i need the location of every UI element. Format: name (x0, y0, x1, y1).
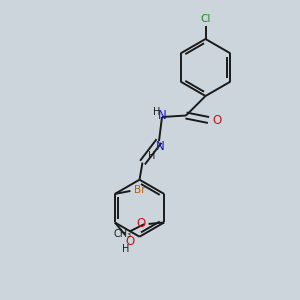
Text: O: O (136, 218, 146, 230)
Text: N: N (156, 140, 165, 153)
Text: H: H (153, 106, 160, 117)
Text: Cl: Cl (200, 14, 211, 25)
Text: O: O (125, 236, 134, 248)
Text: N: N (158, 109, 167, 122)
Text: H: H (148, 151, 155, 161)
Text: Br: Br (134, 185, 145, 195)
Text: O: O (212, 113, 221, 127)
Text: H: H (122, 244, 129, 254)
Text: CH₃: CH₃ (114, 229, 132, 239)
